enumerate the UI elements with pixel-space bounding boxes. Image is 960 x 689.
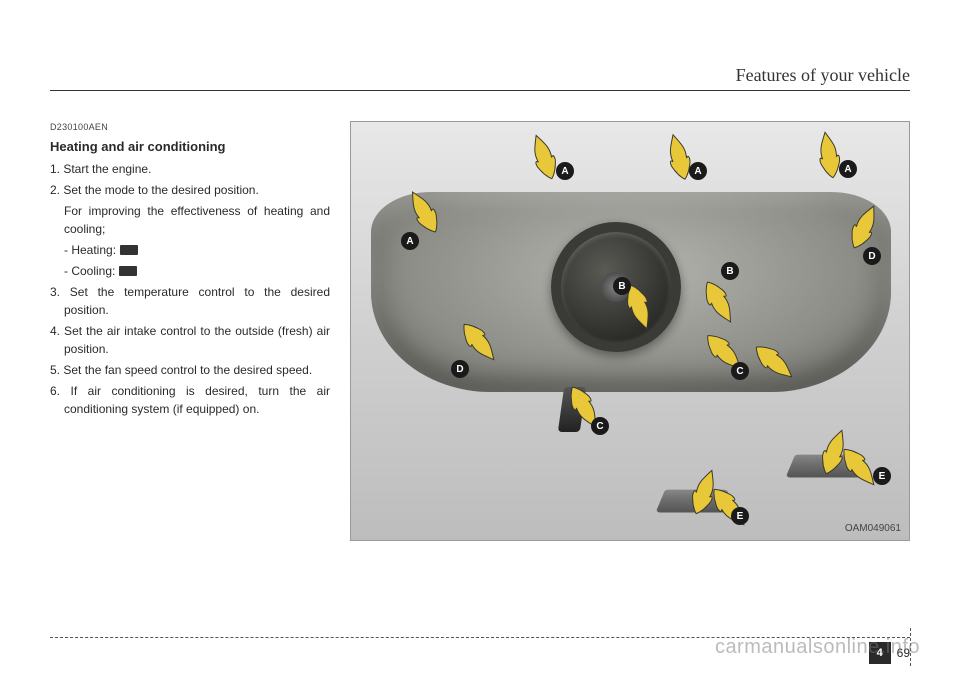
vent-marker-c: C (731, 362, 749, 380)
instruction-list: 1. Start the engine. 2. Set the mode to … (50, 160, 330, 199)
face-mode-icon (119, 266, 137, 276)
header-rule: Features of your vehicle (50, 90, 910, 91)
dashboard-figure: A A A A B B C C D D E E OAM049061 (350, 121, 910, 541)
figure-column: A A A A B B C C D D E E OAM049061 (350, 121, 910, 541)
list-item: 5. Set the fan speed control to the desi… (50, 361, 330, 379)
section-title: Features of your vehicle (736, 65, 910, 86)
vent-marker-c: C (591, 417, 609, 435)
cooling-label: - Cooling: (64, 262, 115, 280)
vent-marker-a: A (689, 162, 707, 180)
vent-marker-b: B (613, 277, 631, 295)
figure-code: OAM049061 (845, 523, 901, 534)
content-row: D230100AEN Heating and air conditioning … (50, 121, 910, 541)
subsection-heading: Heating and air conditioning (50, 137, 330, 157)
vent-marker-e: E (731, 507, 749, 525)
text-column: D230100AEN Heating and air conditioning … (50, 121, 330, 541)
heating-label: - Heating: (64, 241, 116, 259)
vent-marker-d: D (863, 247, 881, 265)
vent-marker-e: E (873, 467, 891, 485)
floor-mode-icon (120, 245, 138, 255)
vent-marker-d: D (451, 360, 469, 378)
vent-marker-a: A (401, 232, 419, 250)
heating-line: - Heating: (50, 241, 330, 259)
vent-marker-a: A (839, 160, 857, 178)
list-item: 4. Set the air intake control to the out… (50, 322, 330, 358)
watermark: carmanualsonline.info (715, 636, 920, 659)
vent-marker-a: A (556, 162, 574, 180)
cooling-line: - Cooling: (50, 262, 330, 280)
vent-marker-b: B (721, 262, 739, 280)
instruction-list-cont: 3. Set the temperature control to the de… (50, 283, 330, 418)
list-item: 1. Start the engine. (50, 160, 330, 178)
list-item: 2. Set the mode to the desired position. (50, 181, 330, 199)
page: Features of your vehicle D230100AEN Heat… (0, 0, 960, 689)
list-item: 3. Set the temperature control to the de… (50, 283, 330, 319)
sub-note: For improving the effectiveness of heati… (50, 202, 330, 238)
code-id: D230100AEN (50, 121, 330, 135)
list-item: 6. If air conditioning is desired, turn … (50, 382, 330, 418)
